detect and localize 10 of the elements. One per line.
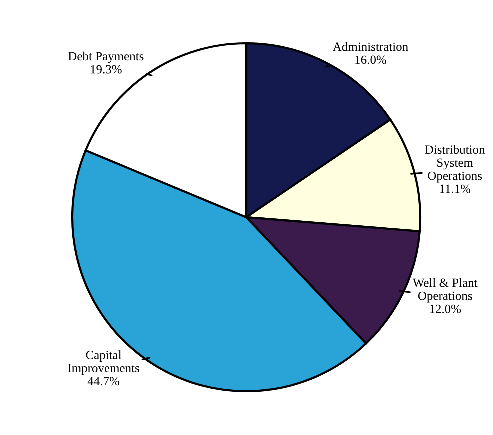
slice-label: Administration bbox=[333, 42, 408, 52]
data-label: 16.0% bbox=[356, 56, 386, 64]
data-label: 44.7% bbox=[88, 377, 120, 386]
slice-label: Distribution System Operations bbox=[425, 145, 486, 183]
slice-label: Well & Plant Operations bbox=[412, 278, 478, 303]
slice-label: Capital Improvements bbox=[68, 350, 140, 376]
data-label: 11.1% bbox=[440, 184, 471, 194]
slice-label: Debt Payments bbox=[68, 52, 144, 64]
data-label: 12.0% bbox=[430, 304, 462, 314]
data-label: 19.3% bbox=[91, 65, 122, 74]
